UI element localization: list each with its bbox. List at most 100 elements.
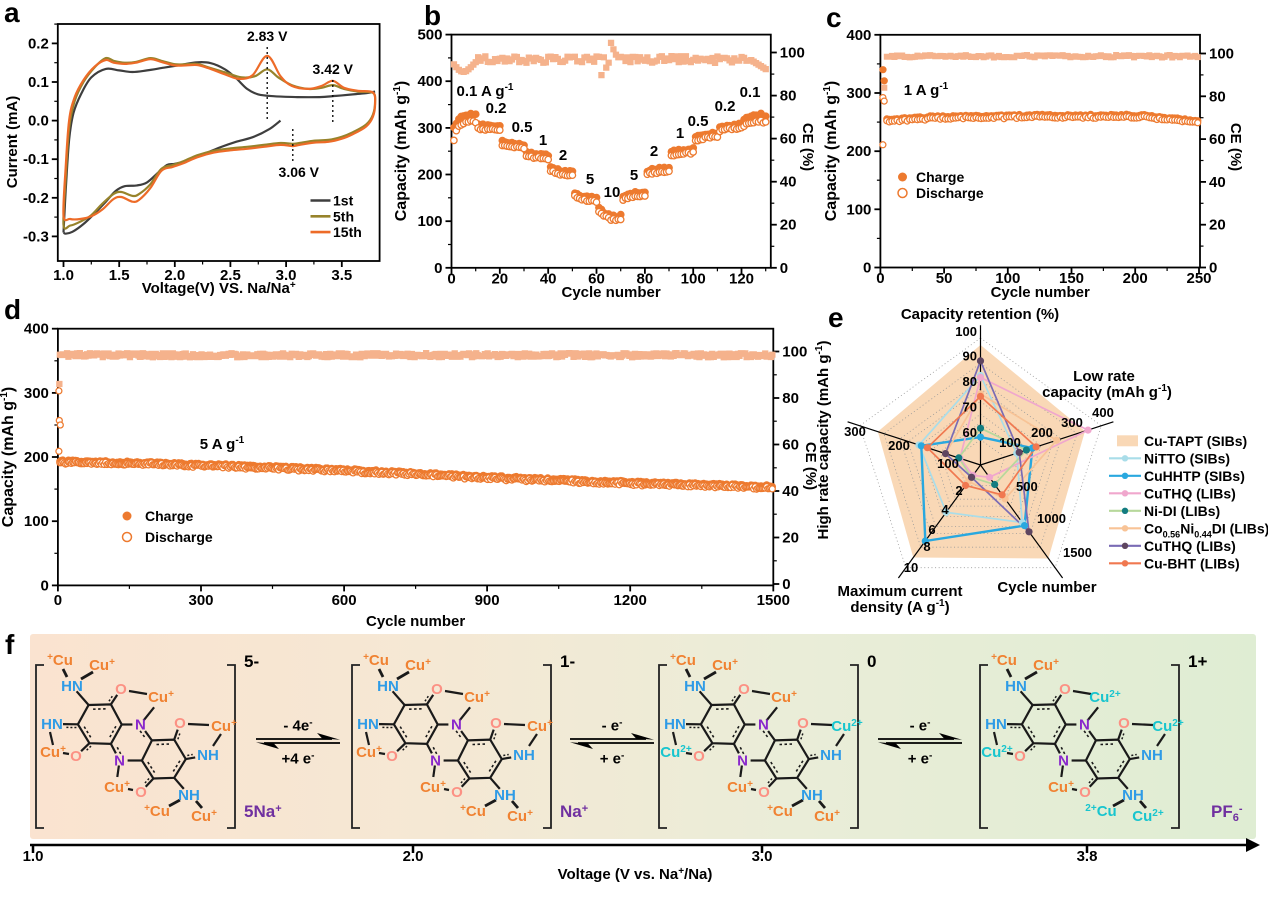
svg-text:0: 0 xyxy=(863,260,871,277)
svg-text:0.1 A g-1: 0.1 A g-1 xyxy=(457,82,514,100)
svg-text:N: N xyxy=(1079,717,1090,734)
svg-text:0: 0 xyxy=(54,592,62,609)
svg-text:Cu+: Cu+ xyxy=(507,808,533,825)
svg-text:1: 1 xyxy=(676,125,684,142)
svg-text:400: 400 xyxy=(417,73,442,90)
svg-text:100: 100 xyxy=(937,456,959,471)
svg-text:f: f xyxy=(5,629,15,660)
svg-text:20: 20 xyxy=(782,530,799,547)
svg-text:100: 100 xyxy=(995,270,1020,287)
svg-text:NH: NH xyxy=(820,747,842,764)
svg-text:NH: NH xyxy=(178,787,200,804)
svg-text:+ e-: + e- xyxy=(600,751,625,768)
svg-text:Cu+: Cu+ xyxy=(356,744,382,761)
svg-text:0.5: 0.5 xyxy=(512,119,533,136)
svg-text:5 A g-1: 5 A g-1 xyxy=(200,435,245,453)
svg-text:1200: 1200 xyxy=(614,592,647,609)
svg-text:500: 500 xyxy=(1016,479,1038,494)
svg-text:0: 0 xyxy=(876,270,884,287)
svg-text:6: 6 xyxy=(928,522,935,537)
svg-text:Discharge: Discharge xyxy=(145,529,213,545)
svg-text:HN: HN xyxy=(985,716,1007,733)
svg-text:N: N xyxy=(430,753,441,770)
svg-text:Cu+: Cu+ xyxy=(814,808,840,825)
svg-text:O: O xyxy=(1118,715,1130,732)
svg-text:200: 200 xyxy=(417,167,442,184)
svg-text:Cu+: Cu+ xyxy=(191,808,217,825)
svg-text:0: 0 xyxy=(41,577,49,594)
svg-text:HN: HN xyxy=(357,716,379,733)
svg-text:0.0: 0.0 xyxy=(28,113,49,130)
svg-text:N: N xyxy=(114,753,125,770)
svg-text:40: 40 xyxy=(1209,174,1226,191)
svg-text:1.0: 1.0 xyxy=(23,848,44,865)
svg-text:Cu+: Cu+ xyxy=(420,779,446,796)
svg-text:0.2: 0.2 xyxy=(28,35,49,52)
svg-text:80: 80 xyxy=(1209,88,1226,105)
svg-text:400: 400 xyxy=(846,27,871,44)
svg-text:2.0: 2.0 xyxy=(403,848,424,865)
svg-text:Voltage(V) VS. Na/Na+: Voltage(V) VS. Na/Na+ xyxy=(142,280,296,297)
svg-text:0: 0 xyxy=(782,576,790,593)
svg-text:5Na+: 5Na+ xyxy=(244,802,282,821)
svg-text:b: b xyxy=(424,0,441,31)
svg-text:Cycle number: Cycle number xyxy=(366,613,465,630)
svg-text:0: 0 xyxy=(434,260,442,277)
svg-text:-0.2: -0.2 xyxy=(23,190,49,207)
svg-text:150: 150 xyxy=(1059,270,1084,287)
svg-text:5: 5 xyxy=(586,171,594,188)
svg-text:N: N xyxy=(737,753,748,770)
svg-text:CE (%): CE (%) xyxy=(799,123,816,171)
svg-text:Cu+: Cu+ xyxy=(89,657,115,674)
svg-text:NH: NH xyxy=(494,787,516,804)
svg-text:80: 80 xyxy=(637,270,654,287)
svg-text:O: O xyxy=(1014,748,1026,765)
svg-text:100: 100 xyxy=(1209,46,1234,63)
svg-text:500: 500 xyxy=(417,27,442,44)
svg-text:Cu+: Cu+ xyxy=(712,657,738,674)
svg-text:O: O xyxy=(490,715,502,732)
svg-text:100: 100 xyxy=(782,344,807,361)
svg-text:200: 200 xyxy=(846,143,871,160)
svg-text:5th: 5th xyxy=(333,208,354,224)
svg-text:120: 120 xyxy=(729,270,754,287)
svg-text:1500: 1500 xyxy=(757,592,790,609)
svg-text:Maximum current: Maximum current xyxy=(837,583,962,600)
svg-text:200: 200 xyxy=(24,449,49,466)
svg-text:O: O xyxy=(738,681,750,698)
svg-text:400: 400 xyxy=(24,321,49,338)
svg-text:Voltage (V vs. Na+/Na): Voltage (V vs. Na+/Na) xyxy=(558,866,713,883)
svg-text:0: 0 xyxy=(867,652,876,671)
svg-text:O: O xyxy=(693,748,705,765)
svg-text:0.1: 0.1 xyxy=(28,74,49,91)
svg-text:Cu+: Cu+ xyxy=(1048,779,1074,796)
svg-text:60: 60 xyxy=(588,270,605,287)
svg-text:NH: NH xyxy=(197,747,219,764)
svg-text:HN: HN xyxy=(61,678,83,695)
svg-text:PF6-: PF6- xyxy=(1211,802,1243,824)
svg-text:CuTHQ (LIBs): CuTHQ (LIBs) xyxy=(1144,485,1236,501)
svg-text:400: 400 xyxy=(1092,405,1114,420)
svg-text:80: 80 xyxy=(782,390,799,407)
svg-text:Cu+: Cu+ xyxy=(1033,657,1059,674)
svg-text:O: O xyxy=(451,784,463,801)
svg-text:Charge: Charge xyxy=(145,508,193,524)
svg-text:Cycle number: Cycle number xyxy=(997,579,1096,596)
svg-text:- e-: - e- xyxy=(602,718,623,735)
svg-text:+Cu: +Cu xyxy=(363,652,389,669)
svg-text:20: 20 xyxy=(1209,217,1226,234)
svg-text:a: a xyxy=(4,0,20,28)
svg-text:N: N xyxy=(451,717,462,734)
svg-text:Cu+: Cu+ xyxy=(464,689,490,706)
svg-text:600: 600 xyxy=(332,592,357,609)
svg-text:100: 100 xyxy=(999,435,1021,450)
svg-text:0: 0 xyxy=(1209,260,1217,277)
svg-text:+Cu: +Cu xyxy=(991,652,1017,669)
svg-text:3.42 V: 3.42 V xyxy=(313,61,354,77)
svg-text:300: 300 xyxy=(188,592,213,609)
svg-text:10: 10 xyxy=(604,184,621,201)
svg-text:2: 2 xyxy=(955,483,962,498)
svg-text:70: 70 xyxy=(963,400,977,415)
svg-text:Cu+: Cu+ xyxy=(211,718,237,735)
svg-text:50: 50 xyxy=(936,270,953,287)
